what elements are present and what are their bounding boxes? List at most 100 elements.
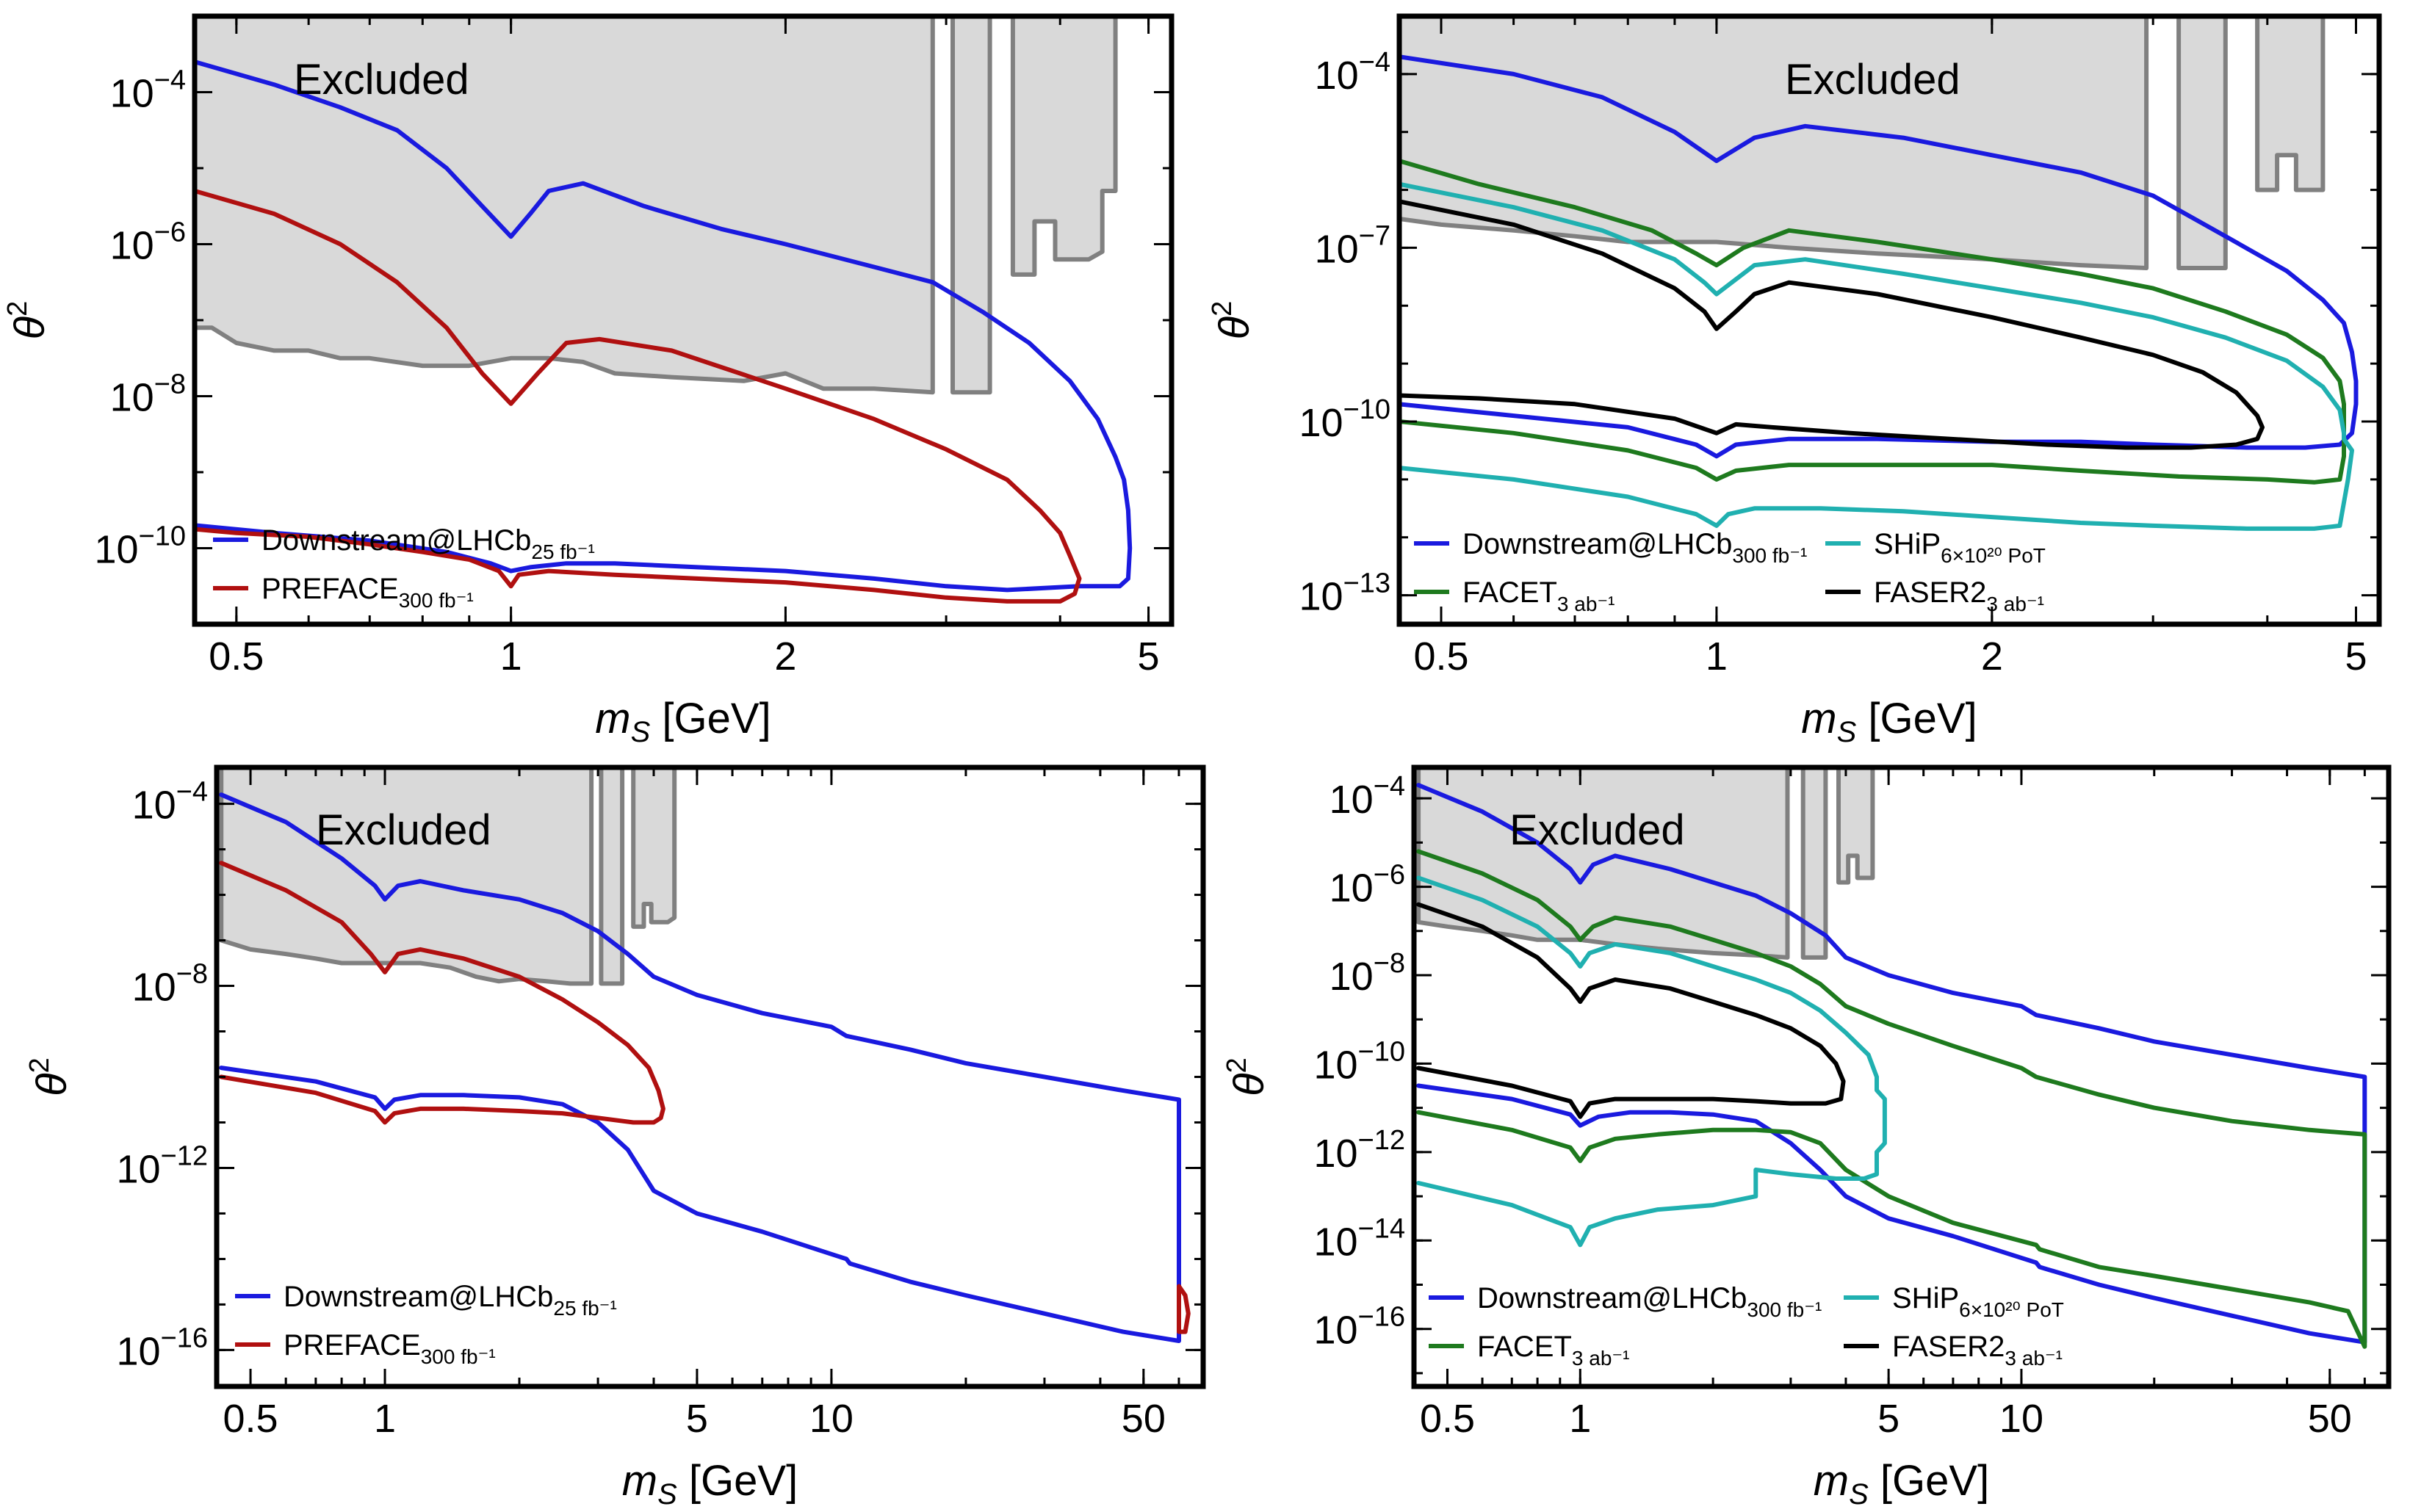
excluded-region-1 [195, 16, 935, 395]
y-tick-label: 10−12 [1313, 1125, 1405, 1176]
excluded-region-1 [219, 767, 594, 986]
series-line-downstream-lhcb [195, 59, 1133, 593]
panel-bottom-left: Excluded 0.5 1 5 10 50 10−4 10−8 10−12 10−16 mS [G… [24, 764, 1206, 1511]
legend-label-subscript: 6×10²⁰ PoT [1941, 544, 2046, 567]
y-tick-label: 10−6 [1330, 860, 1405, 911]
y-tick-label: 10−10 [94, 521, 186, 572]
legend-label-subscript: 300 fb⁻¹ [1732, 544, 1807, 567]
y-tick-label: 10−8 [132, 959, 208, 1010]
series-line-preface [219, 861, 1191, 1334]
y-tick-exponent: −4 [154, 65, 186, 96]
excluded-region-3 [631, 767, 677, 929]
x-axis-title: mS [GeV] [622, 1457, 798, 1511]
legend-label-subscript: 25 fb⁻¹ [531, 540, 594, 563]
x-tick-label: 10 [809, 1397, 854, 1441]
y-tick-label: 10−12 [116, 1140, 208, 1191]
excluded-label: Excluded [316, 806, 491, 854]
x-tick-label: 5 [1138, 634, 1160, 679]
plot-area [219, 767, 1191, 1343]
series-line-preface [195, 189, 1082, 604]
y-tick-label: 10−4 [110, 65, 186, 116]
legend-label: SHiP6×10²⁰ PoT [1892, 1282, 2064, 1321]
y-tick-label: 10−4 [1315, 47, 1390, 98]
y-tick-exponent: −4 [1374, 771, 1405, 802]
panel-bottom-right: Excluded 0.5 1 5 10 50 10−4 10−6 10−8 10−10 10−12 1… [1222, 764, 2392, 1511]
y-tick-label: 10−4 [1330, 771, 1405, 822]
plot-area [1416, 767, 2367, 1349]
y-tick-exponent: −16 [161, 1323, 208, 1353]
y-tick-label: 10−16 [1313, 1302, 1405, 1353]
legend-label: Downstream@LHCb300 fb⁻¹ [1462, 528, 1807, 567]
series-line-ship [1399, 181, 2354, 531]
x-tick-label: 1 [374, 1397, 396, 1441]
excluded-region-2 [1800, 767, 1828, 960]
y-axis-title: θ2 [2, 301, 54, 340]
y-tick-exponent: −16 [1358, 1302, 1405, 1333]
excluded-region-3 [2255, 16, 2326, 192]
x-tick-label: 5 [686, 1397, 708, 1441]
y-tick-exponent: −12 [1358, 1125, 1405, 1156]
y-tick-exponent: −13 [1343, 568, 1390, 599]
plot-frame [1411, 764, 2392, 1389]
y-tick-exponent: −4 [1359, 47, 1390, 78]
plot-frame [1396, 13, 2382, 627]
legend-label: FASER23 ab⁻¹ [1892, 1331, 2063, 1370]
y-tick-exponent: −8 [154, 369, 186, 400]
series-line-faser2 [1416, 902, 1846, 1119]
x-tick-label: 1 [1706, 634, 1728, 679]
series-line-downstream-lhcb [1416, 783, 2367, 1345]
legend-label: FASER23 ab⁻¹ [1874, 576, 2044, 615]
legend-label-subscript: 25 fb⁻¹ [553, 1297, 616, 1320]
y-tick-exponent: −14 [1358, 1213, 1405, 1244]
y-tick-label: 10−13 [1299, 568, 1390, 619]
x-tick-label: 2 [774, 634, 796, 679]
legend-label-subscript: 300 fb⁻¹ [421, 1345, 496, 1368]
legend-item-facet: FACET3 ab⁻¹ [1429, 1331, 1630, 1370]
x-axis-title: mS [GeV] [1814, 1457, 1989, 1511]
legend-label: Downstream@LHCb25 fb⁻¹ [261, 524, 595, 563]
x-tick-label: 0.5 [1413, 634, 1468, 679]
legend-label-subscript: 300 fb⁻¹ [1747, 1298, 1822, 1321]
x-axis-title: mS [GeV] [595, 695, 771, 748]
legend-label-subscript: 6×10²⁰ PoT [1959, 1298, 2064, 1321]
x-tick-label: 1 [1569, 1397, 1591, 1441]
legend-label: SHiP6×10²⁰ PoT [1874, 528, 2046, 567]
legend-item-downstream-lhcb: Downstream@LHCb25 fb⁻¹ [235, 1281, 617, 1320]
y-tick-exponent: −10 [1343, 394, 1390, 425]
excluded-region-2 [950, 16, 992, 395]
y-axis-title: θ2 [24, 1057, 76, 1096]
excluded-label: Excluded [1509, 806, 1685, 854]
y-tick-exponent: −10 [139, 521, 186, 552]
y-tick-exponent: −10 [1358, 1036, 1405, 1067]
excluded-region-2 [599, 767, 625, 986]
y-tick-exponent: −8 [176, 959, 208, 990]
legend-item-facet: FACET3 ab⁻¹ [1414, 576, 1615, 615]
excluded-region-1 [1399, 16, 2149, 270]
legend-item-preface: PREFACE300 fb⁻¹ [235, 1329, 496, 1368]
excluded-region-3 [1836, 767, 1875, 885]
legend-item-downstream-lhcb: Downstream@LHCb300 fb⁻¹ [1414, 528, 1807, 567]
x-tick-label: 1 [500, 634, 522, 679]
legend-label: PREFACE300 fb⁻¹ [284, 1329, 496, 1368]
x-tick-label: 0.5 [1420, 1397, 1475, 1441]
x-tick-label: 10 [1999, 1397, 2043, 1441]
legend-label: PREFACE300 fb⁻¹ [261, 573, 474, 612]
y-tick-label: 10−10 [1299, 394, 1390, 445]
panel-top-left: Excluded 0.5 1 2 5 10−4 10−6 10−8 10−10 mS [GeV] θ… [2, 13, 1175, 748]
y-tick-label: 10−6 [110, 217, 186, 268]
series-line-ship [1416, 875, 1887, 1248]
legend-item-ship: SHiP6×10²⁰ PoT [1825, 528, 2046, 567]
legend-item-downstream-lhcb: Downstream@LHCb25 fb⁻¹ [213, 524, 595, 563]
legend-label: Downstream@LHCb300 fb⁻¹ [1477, 1282, 1822, 1321]
x-tick-label: 50 [1122, 1397, 1166, 1441]
excluded-label: Excluded [1785, 56, 1960, 104]
y-tick-label: 10−16 [116, 1323, 208, 1373]
excluded-region-3 [1010, 16, 1118, 277]
x-tick-label: 2 [1981, 634, 2003, 679]
y-tick-label: 10−8 [110, 369, 186, 420]
excluded-label: Excluded [294, 56, 469, 104]
legend-label-subscript: 3 ab⁻¹ [1557, 593, 1615, 615]
series-line-facet [1416, 849, 2367, 1349]
legend-item-downstream-lhcb: Downstream@LHCb300 fb⁻¹ [1429, 1282, 1822, 1321]
